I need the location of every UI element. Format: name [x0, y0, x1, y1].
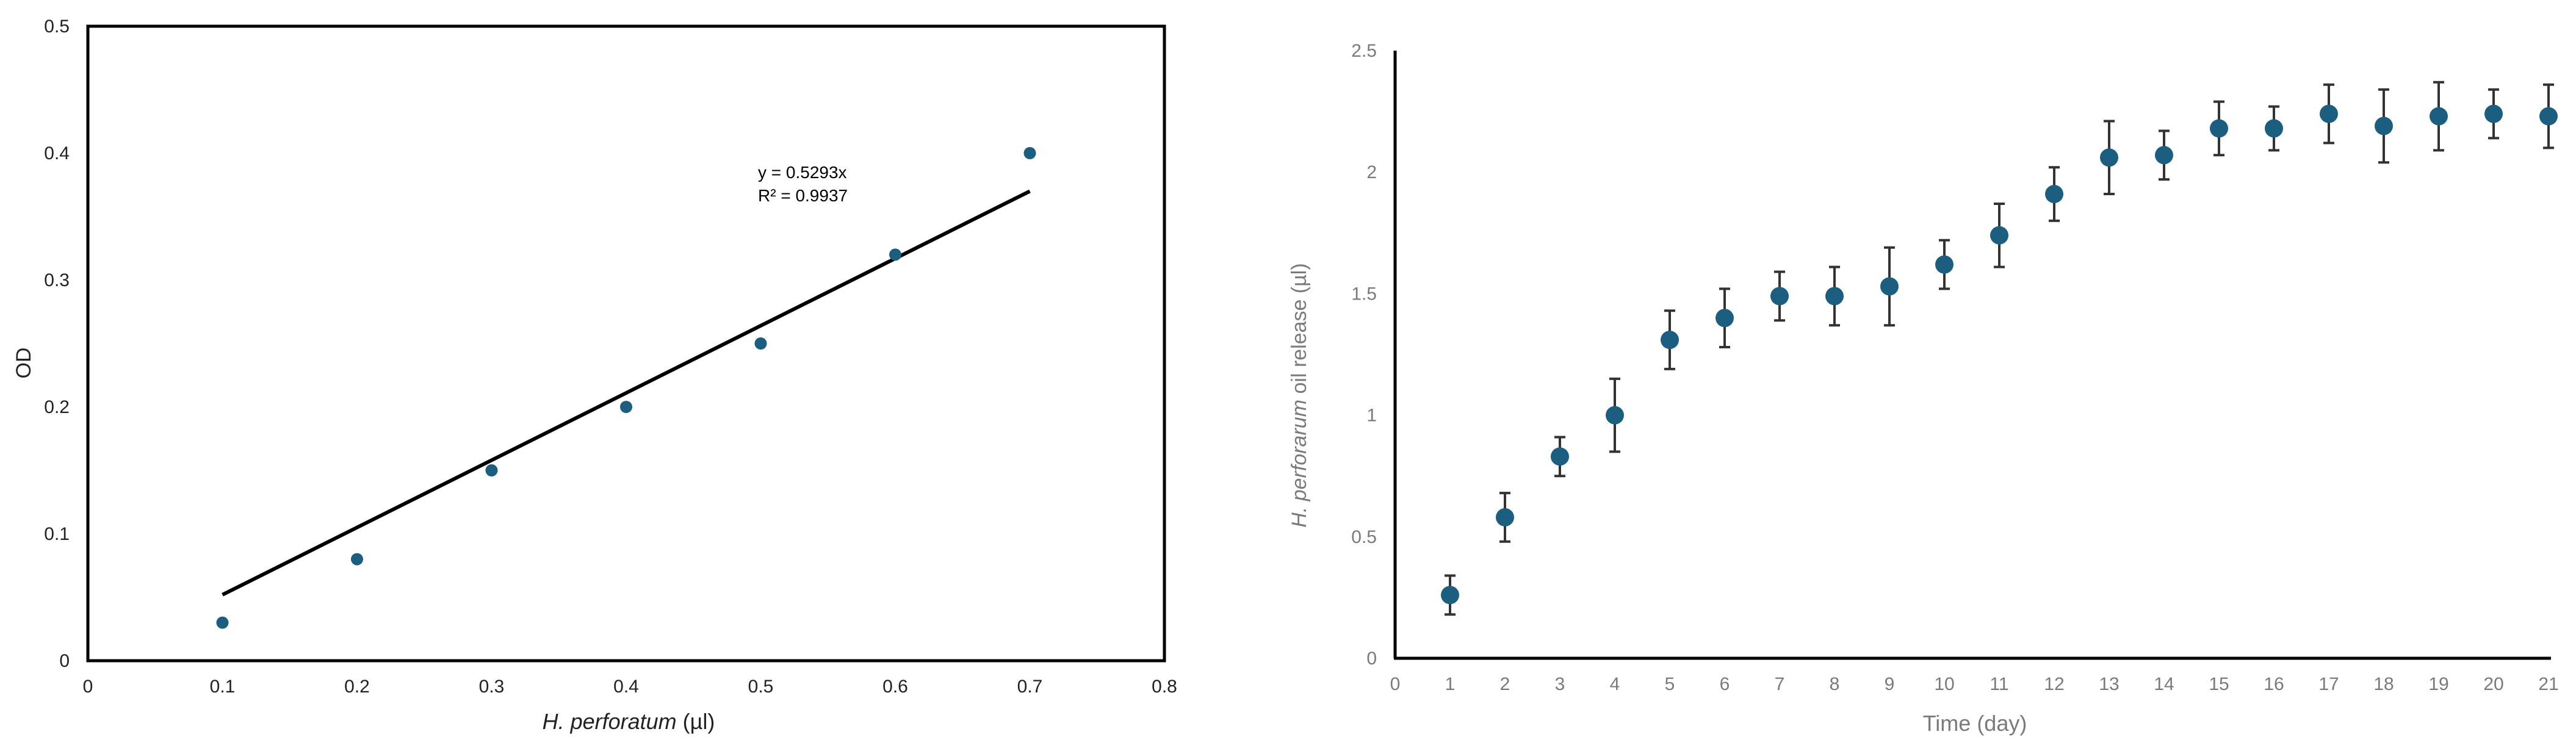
x-tick-label: 14: [2154, 674, 2174, 694]
data-point: [1496, 508, 1514, 526]
x-tick-label: 0: [83, 677, 93, 697]
y-tick-label: 0: [59, 651, 70, 671]
y-axis-label-italic: H. perforarum: [1288, 400, 1311, 528]
y-axis-label-unit: oil release (µl): [1288, 263, 1311, 400]
data-point: [2539, 107, 2558, 126]
x-axis-label: Time (day): [1923, 711, 2027, 736]
data-point: [620, 401, 632, 413]
data-point: [216, 616, 229, 629]
oil-release-chart: 00.511.522.5 0 1 2 3 4 5 6 7 8 9 10 11 12 13 14 15 16 17 1…: [1288, 41, 2559, 736]
data-point: [2375, 117, 2393, 135]
x-axis-label: H. perforatum (µl): [543, 709, 715, 734]
data-point: [1441, 586, 1459, 605]
x-tick-label: 19: [2428, 674, 2448, 694]
error-bars: [1445, 81, 2554, 616]
x-tick-label: 10: [1934, 674, 1954, 694]
data-point: [2320, 104, 2338, 123]
x-tick-label: 0.2: [344, 677, 370, 697]
data-point: [1716, 309, 1734, 328]
x-tick-label: 15: [2209, 674, 2229, 694]
y-tick-label: 1.5: [1351, 284, 1377, 304]
x-tick-label: 6: [1720, 674, 1730, 694]
x-axis-label-unit: (µl): [677, 709, 715, 734]
plot-frame: [86, 24, 1166, 663]
y-tick-label: 0.1: [44, 524, 70, 544]
x-tick-label: 0.8: [1152, 677, 1177, 697]
y-tick-label: 1: [1366, 406, 1377, 426]
data-point: [1606, 406, 1624, 425]
x-tick-label: 0.3: [479, 677, 505, 697]
x-tick-label: 8: [1830, 674, 1840, 694]
x-tick-label: 0.6: [882, 677, 908, 697]
data-point: [1770, 287, 1789, 306]
data-point: [1880, 277, 1899, 296]
trend-equation: y = 0.5293x: [758, 163, 847, 182]
data-point: [2484, 104, 2503, 123]
x-tick-label: 4: [1610, 674, 1620, 694]
data-point: [1023, 147, 1036, 159]
y-tick-label: 0.3: [44, 270, 70, 290]
data-point: [485, 464, 498, 476]
x-tick-label: 13: [2099, 674, 2119, 694]
data-point: [2045, 185, 2063, 204]
data-point: [889, 248, 901, 261]
trend-r-squared: R² = 0.9937: [758, 186, 848, 205]
x-tick-label: 9: [1885, 674, 1895, 694]
data-point: [1661, 331, 1679, 350]
y-tick-label: 2.5: [1351, 41, 1377, 61]
data-point: [1935, 255, 1954, 274]
x-tick-label: 5: [1665, 674, 1675, 694]
y-tick-labels: 0 0.5 1 1.5 2 2.5: [1351, 41, 1377, 669]
data-point: [2100, 148, 2118, 167]
data-point: [2210, 119, 2228, 138]
x-tick-label: 12: [2044, 674, 2064, 694]
x-tick-label: 0.4: [613, 677, 639, 697]
data-point: [1990, 226, 2008, 245]
data-point: [351, 553, 363, 566]
y-tick-label: 0.5: [1351, 527, 1377, 547]
x-axis-label-italic: H. perforatum: [543, 709, 677, 734]
x-tick-label: 0: [1390, 674, 1401, 694]
y-tick-label: 0.2: [44, 397, 70, 417]
y-tick-label: 0: [1366, 649, 1377, 669]
x-tick-label: 3: [1555, 674, 1565, 694]
trendline: [222, 189, 1031, 597]
x-tick-label: 7: [1775, 674, 1785, 694]
data-point: [2155, 146, 2173, 165]
x-tick-label: 0.5: [748, 677, 774, 697]
calibration-chart: 00.10.20.30.40.5 0 0.1 0.2 0.3 0.4 0.5 0.6 0.7 0…: [12, 16, 1177, 734]
y-tick-labels: 0 0.1 0.2 0.3 0.4 0.5: [44, 16, 70, 671]
data-point: [1551, 447, 1569, 466]
y-axis-label: H. perforarum oil release (µl): [1288, 263, 1311, 527]
data-points: [216, 147, 1036, 629]
x-tick-label: 20: [2483, 674, 2503, 694]
y-tick-label: 0.4: [44, 143, 70, 163]
data-point: [1825, 287, 1844, 306]
x-tick-labels: 0 1 2 3 4 5 6 7 8 9 10 11 12 13 14 15 16 17 18 19 20 21: [1390, 674, 2559, 694]
data-point: [2265, 119, 2283, 138]
y-tick-label: 2: [1366, 162, 1377, 182]
x-tick-label: 11: [1990, 674, 2008, 694]
x-tick-label: 21: [2538, 674, 2558, 694]
x-tick-label: 2: [1500, 674, 1510, 694]
y-tick-label: 0.5: [44, 16, 70, 37]
x-tick-labels: 0 0.1 0.2 0.3 0.4 0.5 0.6 0.7 0.8: [83, 677, 1177, 697]
x-tick-label: 16: [2264, 674, 2284, 694]
data-point: [2430, 107, 2448, 126]
data-points: [1441, 104, 2558, 605]
x-tick-label: 0.7: [1017, 677, 1043, 697]
x-tick-label: 0.1: [210, 677, 236, 697]
x-tick-label: 1: [1445, 674, 1456, 694]
data-point: [754, 337, 767, 350]
x-tick-label: 18: [2373, 674, 2394, 694]
x-tick-label: 17: [2318, 674, 2339, 694]
y-axis-label: OD: [12, 348, 35, 379]
